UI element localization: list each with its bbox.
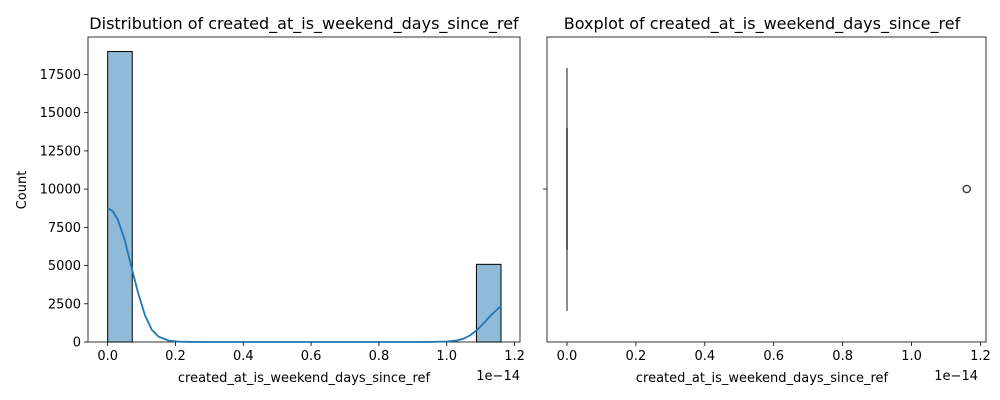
boxplot-x-offset-text: 1e−14 (934, 369, 978, 384)
x-tick-label: 0.6 (763, 349, 784, 364)
x-tick-label: 0.8 (369, 349, 390, 364)
x-tick-label: 1.0 (436, 349, 457, 364)
x-tick-label: 1.2 (970, 349, 991, 364)
histogram-title: Distribution of created_at_is_weekend_da… (89, 14, 519, 34)
boxplot-title: Boxplot of created_at_is_weekend_days_si… (564, 14, 961, 34)
x-tick-label: 0.2 (165, 349, 186, 364)
boxplot-elements (566, 68, 972, 311)
boxplot-x-ticks: 0.0 0.2 0.4 0.6 0.8 1.0 1.2 (557, 342, 991, 364)
y-tick-label: 15000 (40, 106, 81, 121)
x-tick-label: 0.4 (233, 349, 254, 364)
histogram-y-axis-label: Count (15, 171, 30, 210)
boxplot-panel: 0.0 0.2 0.4 0.6 0.8 1.0 1.2 Boxplot of created… (543, 14, 991, 386)
y-tick-label: 5000 (48, 259, 81, 274)
y-tick-label: 7500 (48, 221, 81, 236)
outlier-point (962, 184, 972, 194)
boxplot-axes-frame (546, 36, 987, 343)
y-tick-label: 0 (73, 336, 81, 351)
histogram-bar (475, 263, 502, 343)
histogram-axes-frame (87, 36, 521, 343)
x-tick-label: 0.2 (626, 349, 647, 364)
histogram-panel: 0.0 0.2 0.4 0.6 0.8 1.0 1.2 0 2500 5000 7500 10000… (15, 14, 525, 386)
y-tick-label: 2500 (48, 297, 81, 312)
histogram-x-axis-label: created_at_is_weekend_days_since_ref (178, 371, 431, 386)
y-tick-label: 17500 (40, 68, 81, 83)
histogram-x-ticks: 0.0 0.2 0.4 0.6 0.8 1.0 1.2 (97, 342, 525, 364)
x-tick-label: 0.0 (557, 349, 578, 364)
x-tick-label: 0.8 (832, 349, 853, 364)
x-tick-label: 0.4 (694, 349, 715, 364)
y-tick-label: 12500 (40, 144, 81, 159)
kde-line (107, 207, 502, 343)
x-tick-label: 1.0 (901, 349, 922, 364)
histogram-x-offset-text: 1e−14 (476, 369, 520, 384)
histogram-y-ticks: 0 2500 5000 7500 10000 12500 15000 17500 (40, 68, 88, 351)
y-tick-label: 10000 (40, 183, 81, 198)
x-tick-label: 0.0 (97, 349, 118, 364)
x-tick-label: 1.2 (504, 349, 525, 364)
boxplot-x-axis-label: created_at_is_weekend_days_since_ref (636, 371, 889, 386)
histogram-bars (107, 51, 502, 343)
x-tick-label: 0.6 (301, 349, 322, 364)
histogram-bar (107, 51, 133, 343)
